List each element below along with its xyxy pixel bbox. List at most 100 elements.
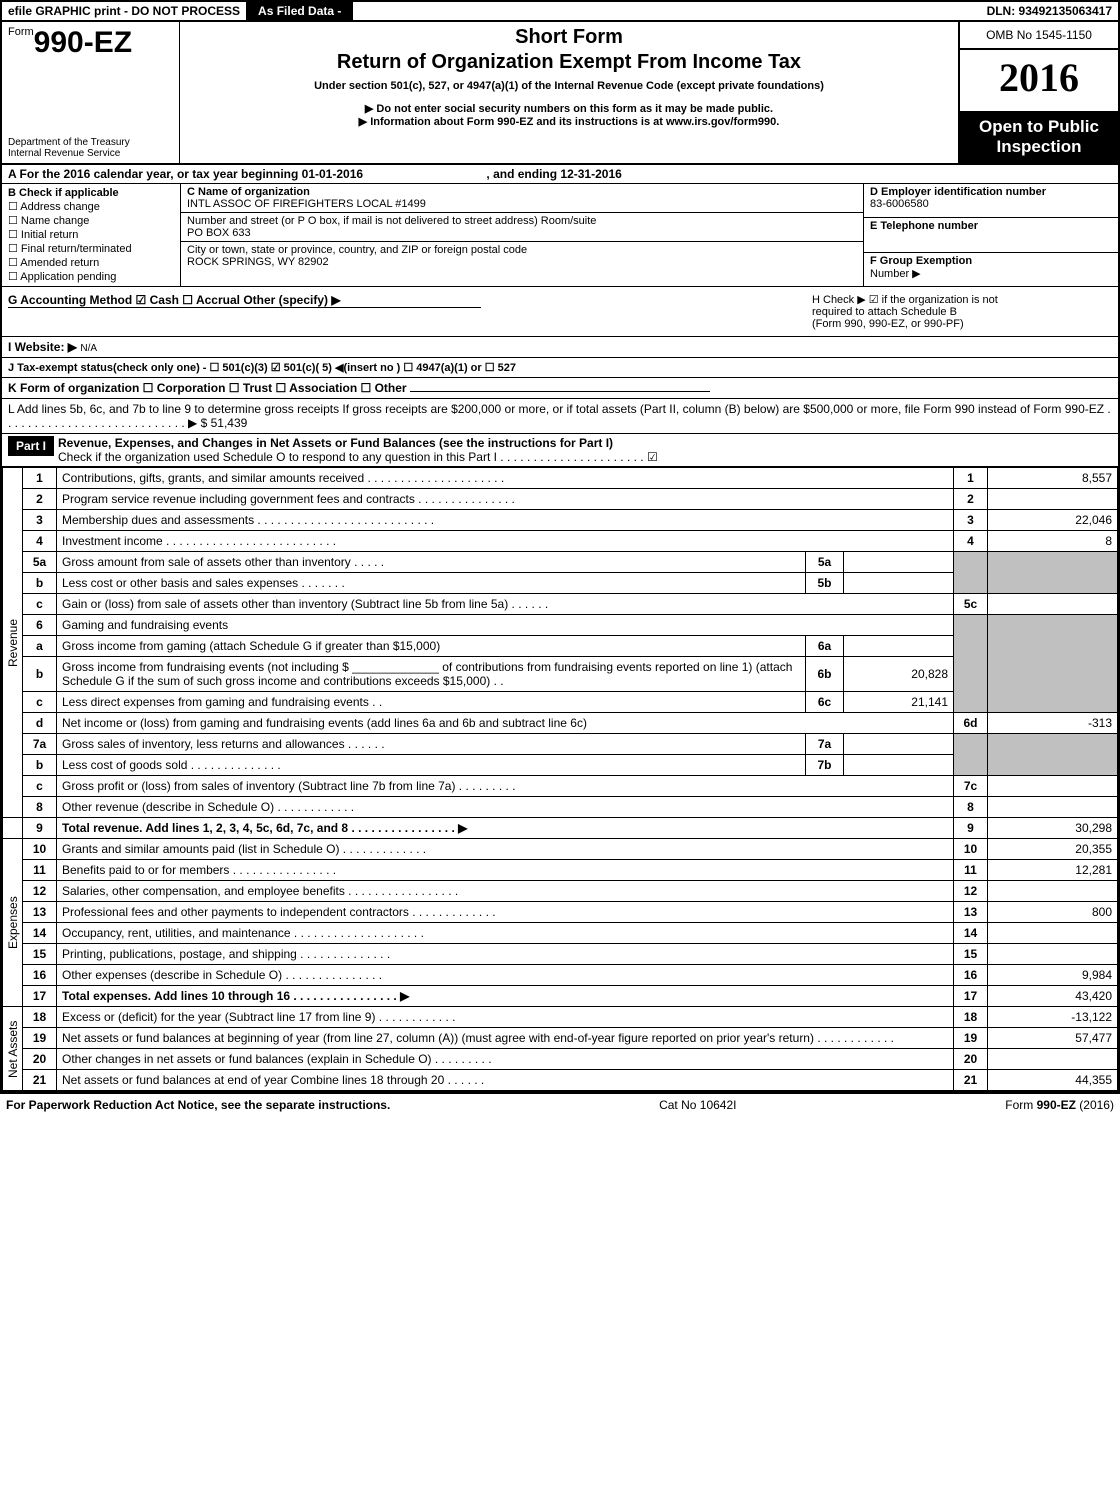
year-end: , and ending 12-31-2016 — [486, 167, 621, 181]
chk-pending[interactable]: ☐ Application pending — [8, 270, 174, 283]
l5c-val — [988, 594, 1118, 615]
g-label: G Accounting Method ☑ Cash ☐ Accrual Oth… — [8, 293, 481, 308]
l20-no: 20 — [23, 1049, 57, 1070]
l16-no: 16 — [23, 965, 57, 986]
l4-val: 8 — [988, 531, 1118, 552]
l12-desc: Salaries, other compensation, and employ… — [57, 881, 954, 902]
c-label: C Name of organization — [187, 186, 857, 198]
l5-shade — [954, 552, 988, 594]
chk-initial[interactable]: ☐ Initial return — [8, 228, 174, 241]
omb-number: OMB No 1545-1150 — [960, 22, 1118, 50]
l15-ln: 15 — [954, 944, 988, 965]
open-line2: Inspection — [962, 137, 1116, 157]
as-filed-label: As Filed Data - — [246, 2, 353, 20]
l11-val: 12,281 — [988, 860, 1118, 881]
l5c-ln: 5c — [954, 594, 988, 615]
l10-ln: 10 — [954, 839, 988, 860]
l3-no: 3 — [23, 510, 57, 531]
chk-amended[interactable]: ☐ Amended return — [8, 256, 174, 269]
l19-ln: 19 — [954, 1028, 988, 1049]
l14-val — [988, 923, 1118, 944]
l9-ln: 9 — [954, 818, 988, 839]
footer: For Paperwork Reduction Act Notice, see … — [0, 1093, 1120, 1116]
rev-spacer — [3, 818, 23, 839]
city-cell: City or town, state or province, country… — [181, 242, 863, 270]
l12-val — [988, 881, 1118, 902]
footer-right: Form 990-EZ (2016) — [1005, 1098, 1114, 1112]
expenses-label: Expenses — [3, 839, 23, 1007]
l6a-desc: Gross income from gaming (attach Schedul… — [57, 636, 806, 657]
l11-ln: 11 — [954, 860, 988, 881]
l20-ln: 20 — [954, 1049, 988, 1070]
form-prefix: Form — [8, 26, 34, 38]
k-blank — [410, 391, 710, 392]
main-title: Return of Organization Exempt From Incom… — [190, 51, 948, 74]
h-label: H Check ▶ ☑ if the organization is not — [812, 293, 1112, 306]
section-l: L Add lines 5b, 6c, and 7b to line 9 to … — [2, 399, 1118, 434]
l2-no: 2 — [23, 489, 57, 510]
l10-no: 10 — [23, 839, 57, 860]
l10-desc: Grants and similar amounts paid (list in… — [57, 839, 954, 860]
l17-desc: Total expenses. Add lines 10 through 16 … — [57, 986, 954, 1007]
l5b-no: b — [23, 573, 57, 594]
i-value: N/A — [80, 343, 97, 354]
org-column: C Name of organization INTL ASSOC OF FIR… — [180, 184, 863, 286]
l7b-subval — [844, 755, 954, 776]
chk-name[interactable]: ☐ Name change — [8, 214, 174, 227]
chk-final[interactable]: ☐ Final return/terminated — [8, 242, 174, 255]
l5a-no: 5a — [23, 552, 57, 573]
form-number: 990-EZ — [34, 26, 132, 59]
tax-year: 2016 — [960, 50, 1118, 111]
l5-shade-val — [988, 552, 1118, 594]
section-i: I Website: ▶ N/A — [2, 337, 1118, 358]
d-label: D Employer identification number — [870, 186, 1112, 198]
top-bar: efile GRAPHIC print - DO NOT PROCESS As … — [2, 2, 1118, 22]
l6-shade-val — [988, 615, 1118, 713]
l21-ln: 21 — [954, 1070, 988, 1091]
l6b-no: b — [23, 657, 57, 692]
open-public-badge: Open to Public Inspection — [960, 111, 1118, 163]
l15-desc: Printing, publications, postage, and shi… — [57, 944, 954, 965]
l19-desc: Net assets or fund balances at beginning… — [57, 1028, 954, 1049]
k-label: K Form of organization ☐ Corporation ☐ T… — [8, 381, 407, 395]
f-sub: Number ▶ — [870, 267, 1112, 280]
l5a-sub: 5a — [806, 552, 844, 573]
info-link[interactable]: www.irs.gov/form990 — [666, 116, 776, 128]
part1-badge: Part I — [8, 436, 54, 456]
part1-desc: Revenue, Expenses, and Changes in Net As… — [54, 436, 1112, 464]
l6a-no: a — [23, 636, 57, 657]
l9-desc: Total revenue. Add lines 1, 2, 3, 4, 5c,… — [57, 818, 954, 839]
l17-val: 43,420 — [988, 986, 1118, 1007]
l7a-sub: 7a — [806, 734, 844, 755]
l1-no: 1 — [23, 468, 57, 489]
part1-table: Revenue 1 Contributions, gifts, grants, … — [2, 467, 1118, 1091]
l6d-no: d — [23, 713, 57, 734]
dept-treasury: Department of the Treasury — [8, 137, 173, 148]
l2-desc: Program service revenue including govern… — [57, 489, 954, 510]
open-line1: Open to Public — [962, 117, 1116, 137]
chk-address[interactable]: ☐ Address change — [8, 200, 174, 213]
l13-val: 800 — [988, 902, 1118, 923]
info-text: ▶ Information about Form 990-EZ and its … — [190, 115, 948, 128]
h-sub1: required to attach Schedule B — [812, 306, 1112, 318]
b-label: B Check if applicable — [8, 187, 174, 199]
l7-shade-val — [988, 734, 1118, 776]
l6a-subval — [844, 636, 954, 657]
l15-val — [988, 944, 1118, 965]
l14-desc: Occupancy, rent, utilities, and maintena… — [57, 923, 954, 944]
ein-cell: D Employer identification number 83-6006… — [864, 184, 1118, 218]
l5a-desc: Gross amount from sale of assets other t… — [57, 552, 806, 573]
l15-no: 15 — [23, 944, 57, 965]
l18-val: -13,122 — [988, 1007, 1118, 1028]
part1-subtitle: Check if the organization used Schedule … — [58, 450, 658, 464]
addr-cell: Number and street (or P O box, if mail i… — [181, 213, 863, 242]
l6b-subval: 20,828 — [844, 657, 954, 692]
l3-desc: Membership dues and assessments . . . . … — [57, 510, 954, 531]
l8-desc: Other revenue (describe in Schedule O) .… — [57, 797, 954, 818]
l6a-sub: 6a — [806, 636, 844, 657]
l7b-sub: 7b — [806, 755, 844, 776]
under-section: Under section 501(c), 527, or 4947(a)(1)… — [190, 80, 948, 92]
l2-val — [988, 489, 1118, 510]
l5c-desc: Gain or (loss) from sale of assets other… — [57, 594, 954, 615]
l6b-sub: 6b — [806, 657, 844, 692]
